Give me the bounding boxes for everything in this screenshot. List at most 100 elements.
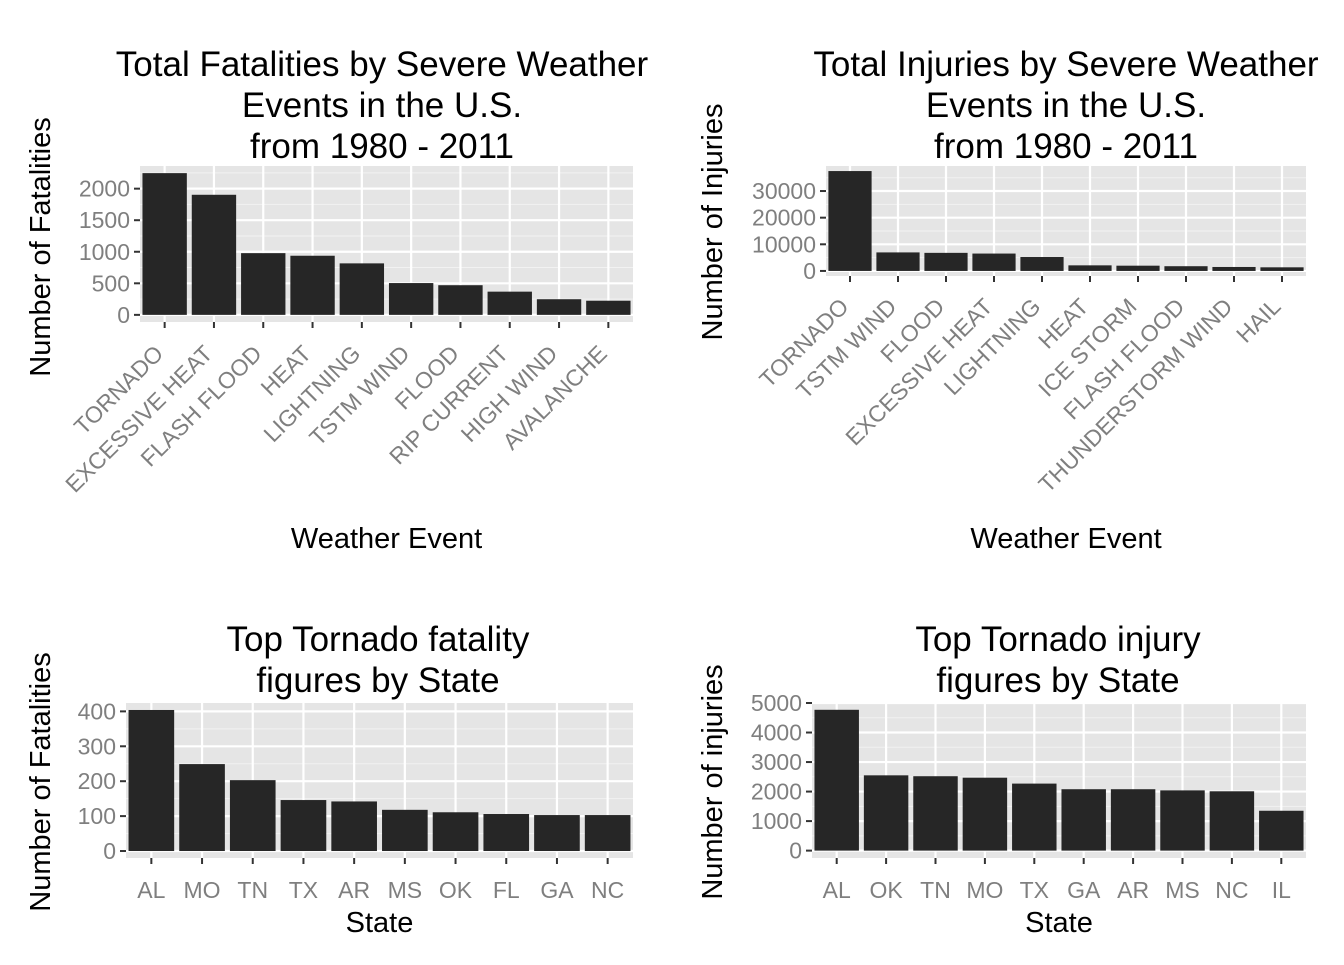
y-tick-label: 1000	[79, 239, 130, 265]
bar-ga	[1061, 789, 1106, 851]
y-tick-label: 3000	[751, 749, 802, 775]
x-tick-label: AL	[823, 877, 851, 903]
x-tick-label: MS	[1165, 877, 1200, 903]
bar-thunderstorm-wind	[1212, 266, 1256, 271]
x-tick-label: TX	[1020, 877, 1049, 903]
bar-excessive-heat	[191, 194, 237, 315]
x-axis-title: Weather Event	[970, 523, 1161, 555]
bar-ar	[331, 801, 377, 852]
bar-al	[814, 709, 859, 851]
x-tick-label: HAIL	[1231, 293, 1286, 348]
bar-lightning	[1020, 257, 1064, 271]
bar-ok	[432, 812, 479, 852]
y-tick-label: 10000	[752, 231, 816, 257]
x-tick-label: GA	[1067, 877, 1101, 903]
bar-tn	[913, 776, 958, 851]
bar-lightning	[339, 263, 385, 315]
bar-ok	[863, 775, 909, 851]
bar-nc	[584, 815, 631, 852]
y-tick-label: 1000	[751, 808, 802, 834]
bar-ms	[382, 809, 428, 852]
chart-title-line: Top Tornado injury	[915, 620, 1201, 659]
y-tick-label: 20000	[752, 205, 816, 231]
x-tick-label: MO	[966, 877, 1003, 903]
chart-title-line: Events in the U.S.	[926, 86, 1206, 125]
bar-tn	[229, 780, 276, 852]
x-tick-label: IL	[1272, 877, 1291, 903]
x-tick-label: AR	[1117, 877, 1149, 903]
x-tick-label: NC	[591, 877, 624, 903]
bar-avalanche	[586, 300, 631, 315]
bar-ice-storm	[1116, 265, 1160, 271]
x-tick-label: MO	[184, 877, 221, 903]
bar-ms	[1160, 790, 1205, 851]
bar-flood	[438, 285, 483, 315]
bar-tstm-wind	[388, 283, 434, 315]
y-tick-label: 5000	[751, 690, 802, 716]
bar-mo	[179, 764, 225, 852]
y-tick-label: 0	[803, 258, 816, 284]
y-tick-label: 1500	[79, 207, 130, 233]
y-tick-label: 4000	[751, 720, 802, 746]
y-tick-label: 400	[78, 698, 116, 724]
y-tick-label: 0	[117, 302, 130, 328]
y-tick-label: 30000	[752, 178, 816, 204]
x-tick-label: MS	[388, 877, 423, 903]
x-axis-title: State	[1025, 907, 1093, 939]
chart-title-line: Total Injuries by Severe Weather	[813, 45, 1319, 84]
bar-excessive-heat	[972, 253, 1016, 271]
x-tick-label: GA	[540, 877, 574, 903]
x-axis-title: Weather Event	[291, 523, 482, 555]
chart-title-line: from 1980 - 2011	[934, 127, 1198, 166]
y-axis-title: Number of Fatalities	[25, 652, 57, 912]
x-axis-title: State	[346, 907, 414, 939]
chart-title-line: figures by State	[256, 661, 499, 700]
bar-tstm-wind	[876, 252, 920, 271]
bar-tx	[280, 800, 327, 852]
bar-hail	[1260, 267, 1304, 271]
y-tick-label: 100	[78, 803, 116, 829]
chart-title-line: Total Fatalities by Severe Weather	[116, 45, 649, 84]
bar-nc	[1209, 791, 1255, 851]
bar-tornado	[828, 171, 872, 271]
bar-mo	[962, 777, 1008, 851]
bar-ar	[1110, 789, 1156, 851]
bar-flash-flood	[241, 253, 286, 315]
chart-3: 0 100 200 300 400 AL MO TN TX AR MS OK FL GA NC Top Tor…	[25, 620, 633, 939]
x-tick-label: TN	[237, 877, 268, 903]
x-tick-label: NC	[1215, 877, 1248, 903]
x-tick-label: AR	[338, 877, 370, 903]
y-tick-label: 300	[78, 733, 116, 759]
bar-flash-flood	[1164, 266, 1208, 271]
y-tick-label: 500	[92, 270, 130, 296]
y-tick-label: 2000	[79, 176, 130, 202]
x-tick-label: OK	[439, 877, 473, 903]
x-tick-label: FL	[493, 877, 520, 903]
bar-tx	[1012, 783, 1057, 851]
y-tick-label: 0	[789, 838, 802, 864]
bar-flood	[924, 252, 968, 271]
y-tick-label: 200	[78, 768, 116, 794]
bar-heat	[290, 255, 335, 315]
x-tick-label: AL	[137, 877, 165, 903]
x-tick-label: TX	[289, 877, 318, 903]
chart-title-line: Top Tornado fatality	[227, 620, 530, 659]
chart-4: 0 1000 2000 3000 4000 5000 AL OK TN MO TX GA AR MS NC I…	[697, 620, 1306, 939]
x-tick-label: TN	[920, 877, 951, 903]
chart-title-line: figures by State	[936, 661, 1179, 700]
bar-fl	[483, 814, 530, 852]
bar-rip-current	[487, 291, 532, 315]
y-tick-label: 2000	[751, 779, 802, 805]
y-axis-title: Number of injuries	[697, 664, 729, 899]
chart-title-line: from 1980 - 2011	[250, 127, 514, 166]
y-axis-title: Number of Fatalities	[25, 117, 57, 377]
bar-il	[1259, 810, 1304, 851]
bar-tornado	[142, 173, 187, 315]
bar-ga	[534, 815, 580, 852]
bar-al	[128, 709, 175, 852]
y-tick-label: 0	[103, 838, 116, 864]
bar-high-wind	[536, 299, 582, 315]
